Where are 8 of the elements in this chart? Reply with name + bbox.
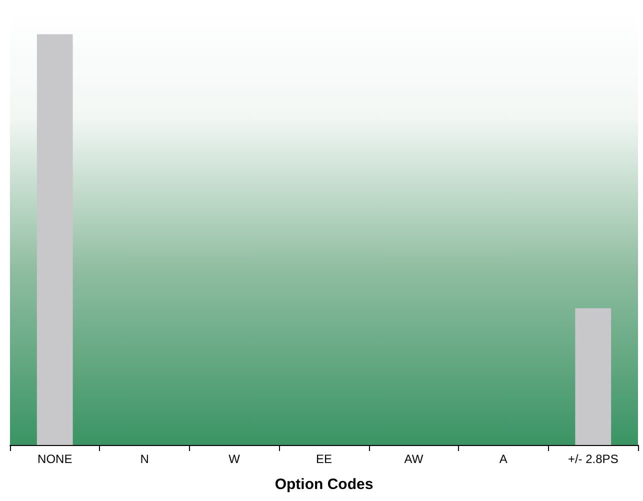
x-tick-label: AW [404, 452, 424, 466]
x-tick-label: W [228, 452, 241, 466]
x-axis-title: Option Codes [274, 476, 374, 493]
x-tick-label: EE [316, 452, 332, 466]
x-tick-label: A [499, 452, 508, 466]
x-tick-label: +/- 2.8PS [568, 452, 618, 466]
x-tick-label: N [140, 452, 149, 466]
x-tick-label: NONE [38, 452, 72, 466]
